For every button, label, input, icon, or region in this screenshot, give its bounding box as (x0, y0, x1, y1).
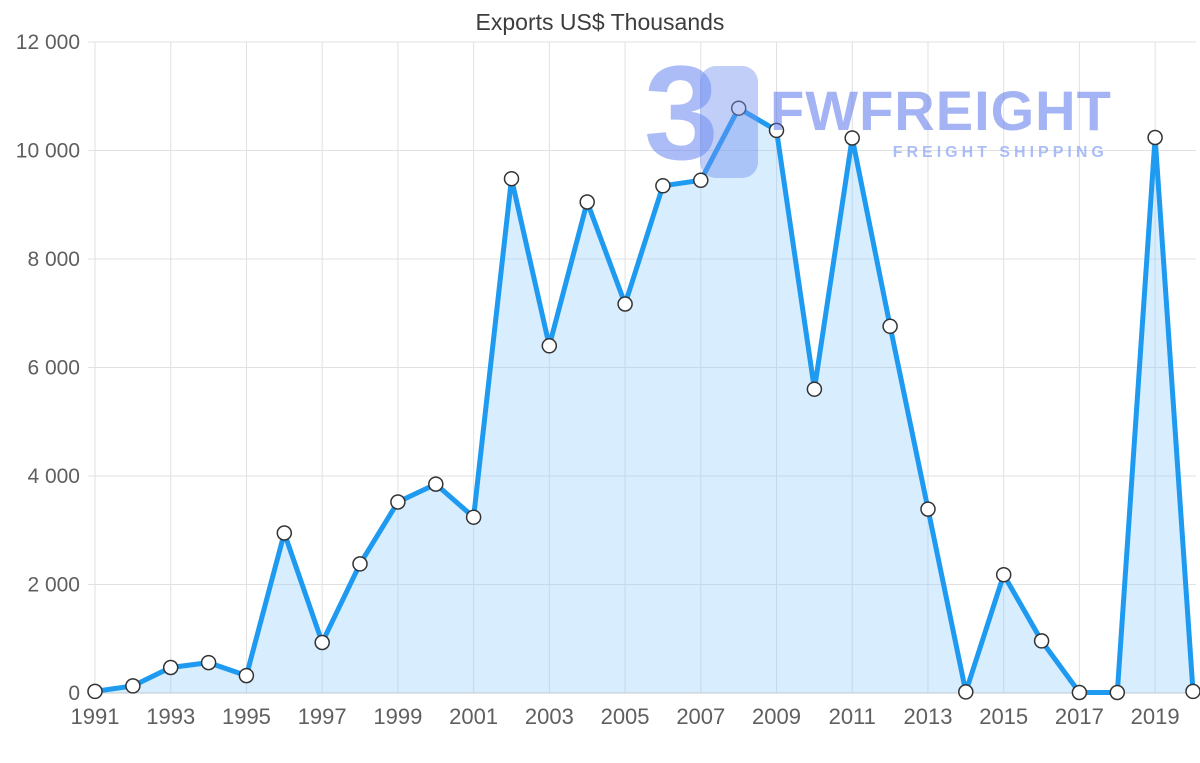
data-point-2014[interactable] (958, 684, 974, 700)
data-point-1997[interactable] (314, 634, 330, 651)
data-point-2018[interactable] (1109, 684, 1126, 701)
data-point-2008[interactable] (730, 100, 747, 116)
data-point-2000[interactable] (428, 476, 444, 492)
y-axis-tick-label: 6 000 (27, 357, 80, 380)
data-point-2003[interactable] (541, 338, 558, 354)
data-point-2011[interactable] (844, 130, 860, 146)
x-axis-tick-label: 2013 (903, 704, 952, 729)
data-point-2020[interactable] (1185, 683, 1200, 700)
data-point-1991[interactable] (87, 683, 103, 700)
data-point-1993[interactable] (162, 659, 179, 676)
y-axis-tick-label: 12 000 (16, 31, 80, 54)
x-axis-tick-label: 1997 (298, 704, 347, 729)
series-line (92, 105, 1196, 695)
x-axis-tick-label: 2003 (525, 704, 574, 729)
x-axis-tick-label: 2019 (1131, 704, 1180, 729)
data-point-1998[interactable] (352, 556, 368, 572)
data-point-2002[interactable] (503, 170, 520, 187)
data-point-2005[interactable] (617, 296, 633, 312)
y-axis-tick-label: 4 000 (27, 465, 80, 488)
data-point-2001[interactable] (465, 509, 482, 525)
x-axis-tick-label: 2017 (1055, 704, 1104, 729)
y-axis-tick-label: 10 000 (16, 140, 80, 163)
data-point-1996[interactable] (276, 525, 293, 541)
x-axis-tick-label: 2005 (601, 704, 650, 729)
x-axis-tick-label: 2011 (829, 704, 876, 729)
x-axis-tick-label: 1991 (71, 704, 120, 729)
x-axis-tick-label: 1999 (373, 704, 422, 729)
data-point-2007[interactable] (693, 172, 709, 189)
x-axis-tick-label: 1993 (146, 704, 195, 729)
x-axis-tick-label: 2015 (979, 704, 1028, 729)
y-axis-tick-label: 0 (68, 682, 80, 705)
data-point-2012[interactable] (882, 318, 898, 335)
y-axis-tick-label: 2 000 (27, 574, 80, 597)
data-point-2019[interactable] (1147, 129, 1163, 146)
x-axis-tick-label: 2007 (676, 704, 725, 729)
data-point-2009[interactable] (768, 122, 785, 139)
data-point-2017[interactable] (1071, 684, 1088, 701)
data-point-1995[interactable] (238, 667, 255, 684)
data-point-1994[interactable] (200, 654, 217, 671)
series-area-fill (95, 108, 1193, 693)
x-axis-tick-label: 2009 (752, 704, 801, 729)
data-point-2004[interactable] (579, 194, 595, 210)
data-point-2010[interactable] (806, 381, 823, 397)
y-axis-tick-label: 8 000 (27, 248, 80, 271)
data-point-1999[interactable] (390, 494, 406, 510)
data-point-2015[interactable] (995, 566, 1012, 583)
data-point-2013[interactable] (920, 501, 936, 517)
x-axis-tick-label: 1995 (222, 704, 271, 729)
data-point-2006[interactable] (655, 178, 671, 194)
data-point-2016[interactable] (1033, 633, 1050, 649)
data-point-1992[interactable] (125, 678, 141, 694)
chart-title: Exports US$ Thousands (475, 9, 725, 35)
x-axis-tick-label: 2001 (449, 704, 498, 729)
